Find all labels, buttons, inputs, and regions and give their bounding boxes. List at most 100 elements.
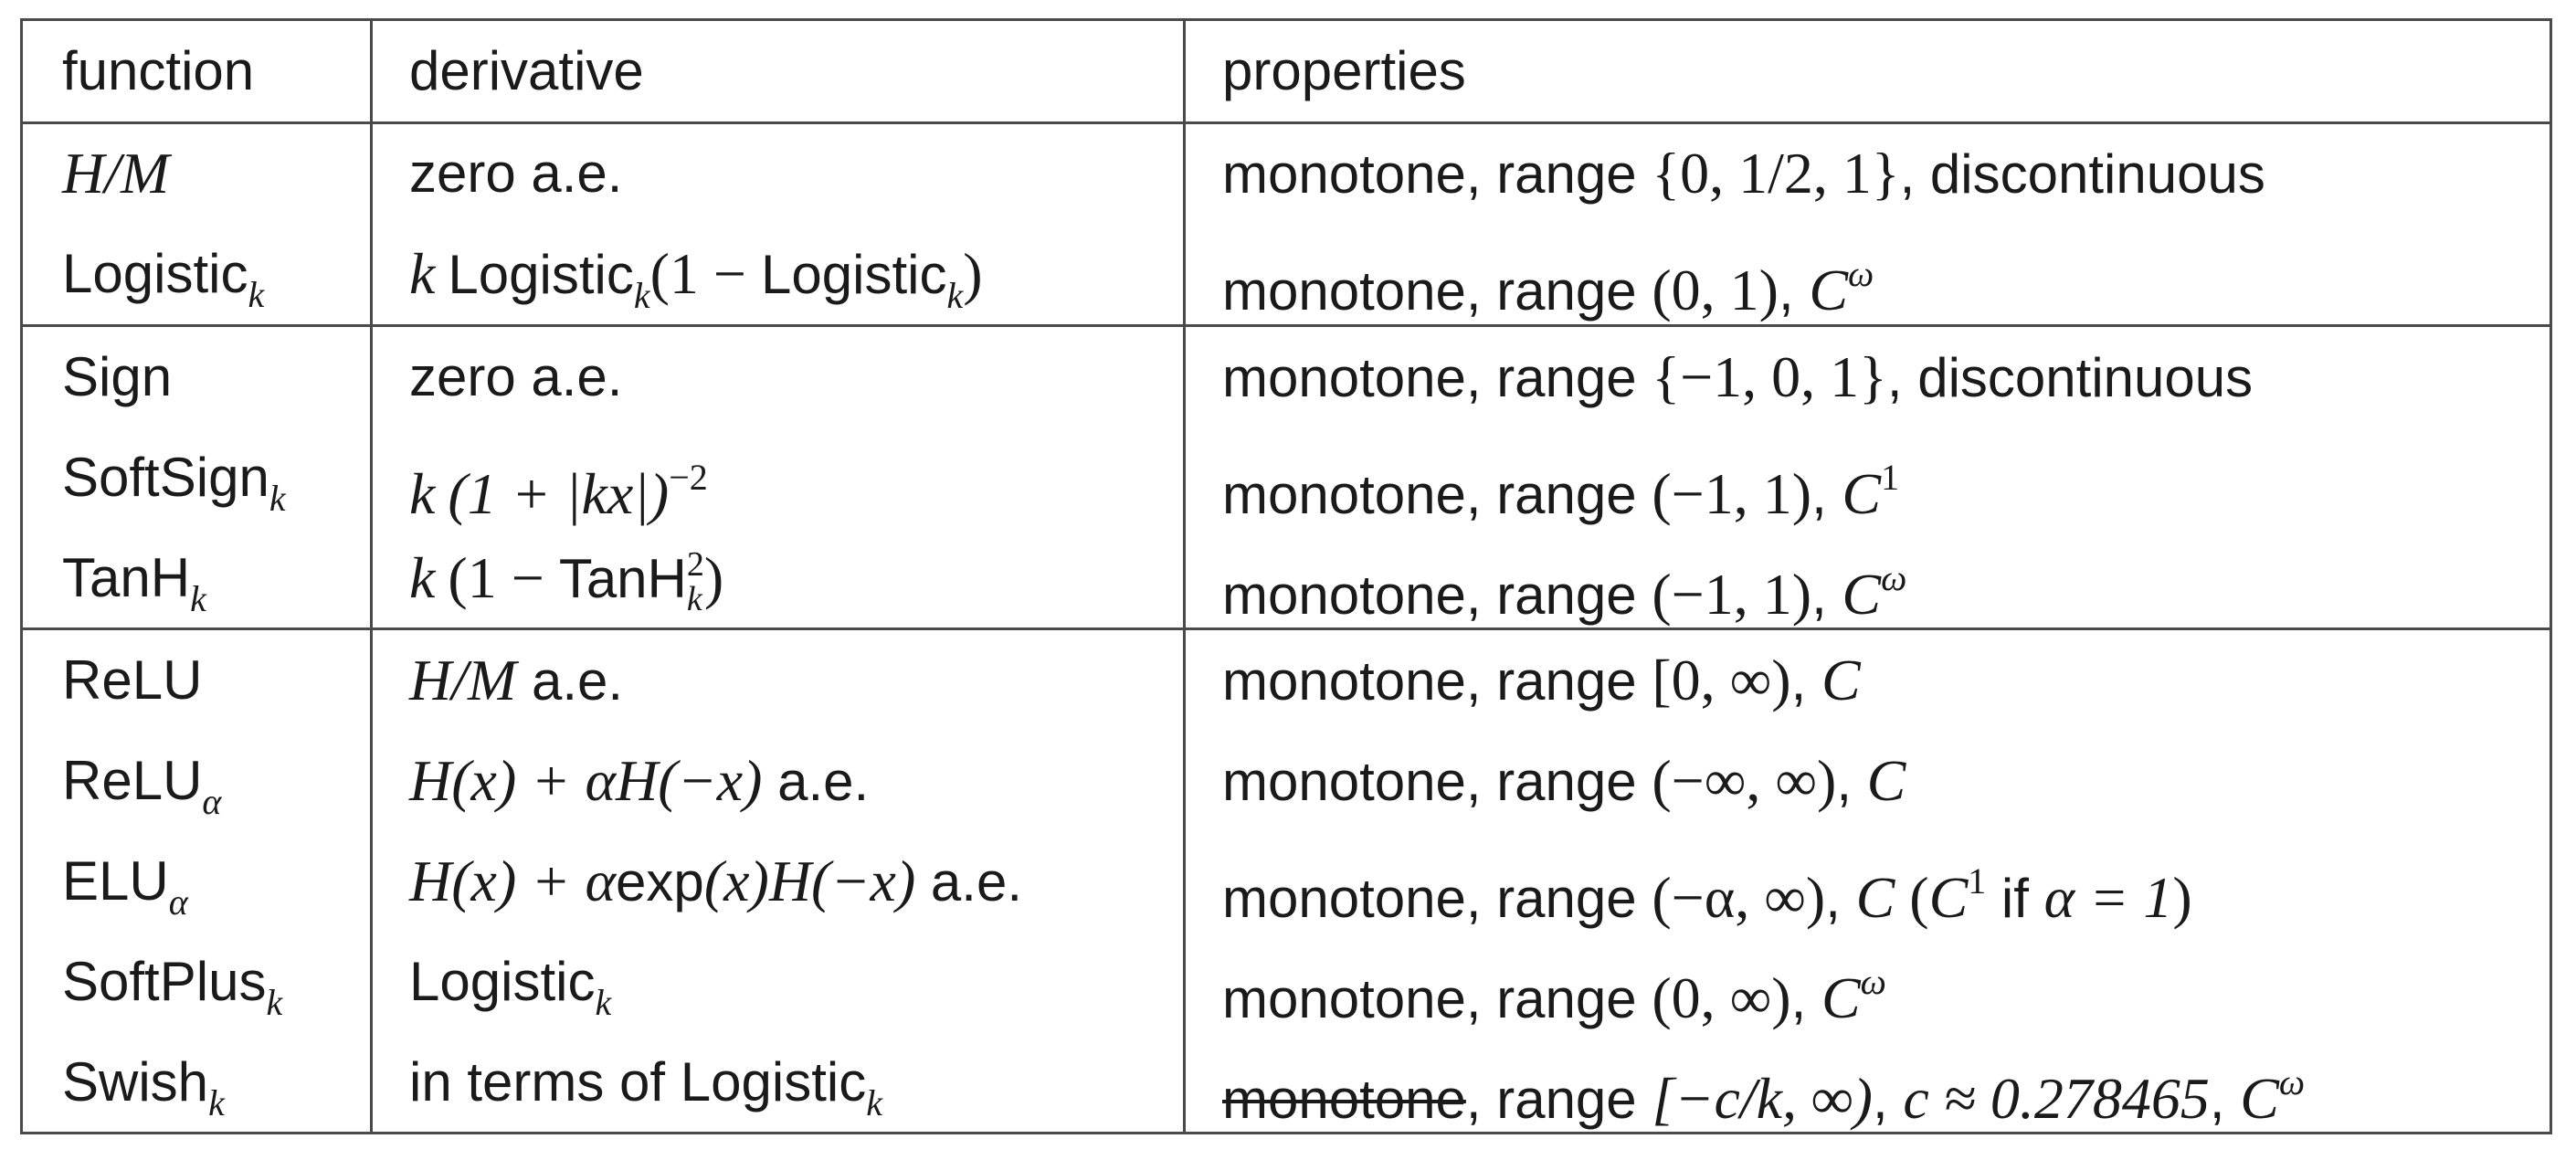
properties-prefix: monotone, range [1222,751,1652,812]
row-hm-function: H/M [62,123,169,224]
properties-sep: , [1790,968,1821,1029]
function-name: Sign [62,346,173,407]
column-divider-2 [1183,21,1186,1132]
derivative-text: zero a.e. [409,142,623,204]
range-math: {−1, 0, 1} [1652,344,1887,409]
derivative-suffix: a.e. [516,650,624,712]
function-subscript: k [208,1082,225,1123]
row-relu-derivative: H/M a.e. [409,630,623,731]
function-name: Logistic [62,243,248,304]
group-divider-1 [23,324,2550,327]
function-subscript: α [168,881,188,923]
constant-math: c ≈ 0.278465 [1903,1066,2210,1131]
smoothness-class: C [1842,562,1882,627]
properties-suffix: , discontinuous [1899,143,2265,205]
smoothness-class: C [1821,648,1861,712]
derivative-name: Logistic [680,1051,867,1113]
function-subscript: k [190,578,206,619]
paren-open: ( [1895,865,1929,930]
row-hm-properties: monotone, range {0, 1/2, 1}, discontinuo… [1222,123,2265,224]
derivative-suffix: a.e. [915,851,1022,912]
range-math: [0, ∞) [1652,648,1791,712]
smoothness-class: C [1821,965,1861,1030]
row-relu-alpha-properties: monotone, range (−∞, ∞), C [1222,731,1906,831]
row-elu-function: ELUα [62,831,188,932]
derivative-sub: k [686,580,702,618]
smoothness-class: C [1855,865,1895,930]
row-logistic-derivative: k Logistick(1 − Logistick) [409,224,983,324]
header-divider [23,121,2550,124]
header-properties: properties [1222,40,1466,101]
range-math: {0, 1/2, 1} [1652,141,1900,206]
row-sign-properties: monotone, range {−1, 0, 1}, discontinuou… [1222,327,2253,427]
derivative-sup: 2 [686,545,704,584]
range-math: (−∞, ∞) [1652,748,1837,813]
row-tanh-properties: monotone, range (−1, 1), Cω [1222,528,1906,628]
range-math: (0, ∞) [1652,965,1791,1030]
header-function: function [62,40,255,101]
activation-functions-table: function derivative properties H/M zero … [20,18,2552,1134]
derivative-math-1: H(x) + α [409,849,617,913]
properties-prefix: , range [1465,1069,1652,1130]
function-subscript: k [269,478,286,519]
smoothness-sup: ω [1860,961,1886,1002]
derivative-subscript: k [595,982,612,1023]
properties-prefix: monotone, range [1222,464,1652,525]
smoothness-class: C [1866,748,1906,813]
row-elu-derivative: H(x) + αexp(x)H(−x) a.e. [409,831,1022,932]
row-logistic-function: Logistick [62,224,264,324]
range-math: (−1, 1) [1652,562,1812,627]
function-name: H/M [62,141,170,206]
row-swish-function: Swishk [62,1032,225,1133]
paren-close: ) [2172,865,2192,930]
derivative-name-2: Logistic [761,244,947,305]
function-subscript: k [248,274,265,315]
derivative-math: H/M [409,648,517,712]
range-math: (−α, ∞) [1652,865,1826,930]
condition-math: α = 1 [2043,865,2173,930]
properties-sep: , [1872,1069,1904,1130]
derivative-coef: k [409,241,436,306]
row-logistic-properties: monotone, range (0, 1), Cω [1222,224,1874,324]
properties-prefix: monotone, range [1222,868,1652,929]
smoothness-sup: ω [1848,253,1874,294]
smoothness-class: C [1809,258,1848,322]
row-sign-function: Sign [62,327,172,427]
derivative-subscript-2: k [946,275,964,316]
column-divider-1 [370,21,373,1132]
function-subscript: k [266,982,283,1023]
derivative-subscript: k [866,1082,882,1123]
smoothness-sup: ω [2278,1061,2306,1102]
properties-prefix: monotone, range [1222,143,1652,205]
function-name: ReLU [62,649,203,711]
row-sign-derivative: zero a.e. [409,327,622,427]
row-relu-properties: monotone, range [0, ∞), C [1222,630,1861,731]
properties-sep: , [1790,650,1821,712]
smoothness-sup: 1 [1881,457,1900,498]
derivative-subscript: k [633,275,650,316]
row-softsign-derivative: k (1 + |kx|)−2 [409,427,708,528]
properties-prefix: monotone, range [1222,347,1652,408]
smoothness-sup: ω [1881,557,1907,598]
range-math: [−c/k, ∞) [1652,1066,1873,1131]
derivative-prefix: in terms of [409,1051,681,1113]
properties-prefix: monotone, range [1222,968,1652,1029]
derivative-text: zero a.e. [409,346,623,407]
properties-sep-2: , [2209,1069,2241,1130]
derivative-open: (1 − [448,545,559,610]
row-relu-alpha-function: ReLUα [62,731,221,831]
derivative-name: Logistic [448,244,634,305]
group-divider-2 [23,627,2550,630]
derivative-close: ) [963,241,983,306]
derivative-suffix: a.e. [762,751,870,812]
row-tanh-derivative: k (1 − TanH 2 k) [409,528,723,628]
range-math: (0, 1) [1652,258,1779,322]
function-name: ReLU [62,750,203,811]
properties-sep: , [1836,751,1867,812]
row-softsign-function: SoftSignk [62,427,286,528]
derivative-open: (1 − [649,241,762,306]
row-swish-properties: monotone, range [−c/k, ∞), c ≈ 0.278465,… [1222,1032,2305,1133]
function-name: Swish [62,1051,209,1113]
derivative-name: Logistic [409,951,596,1012]
